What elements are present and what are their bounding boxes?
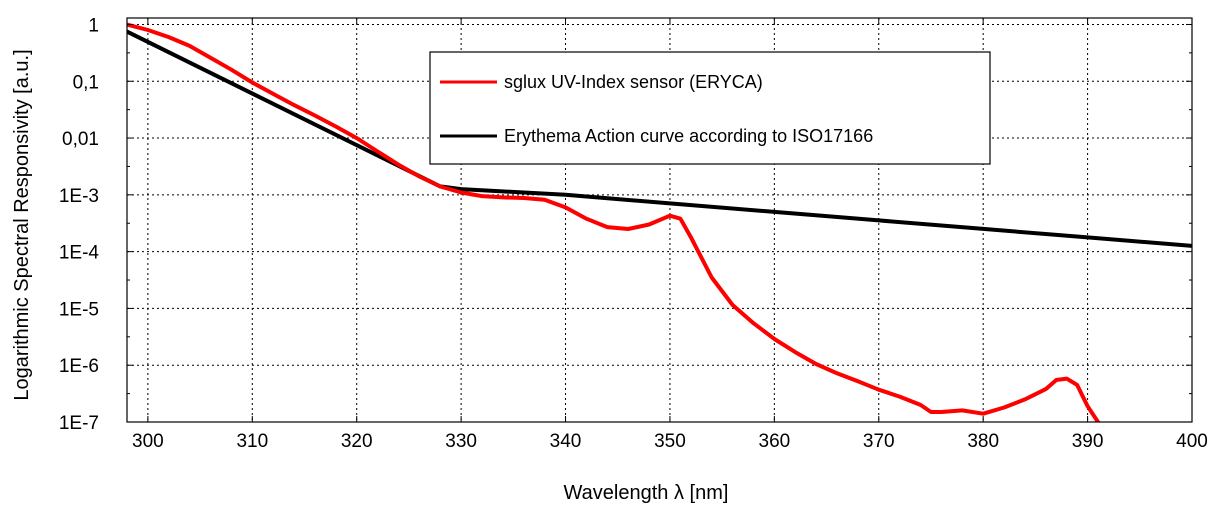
x-tick-label: 390 [1072, 431, 1104, 452]
x-tick-label: 360 [759, 431, 791, 452]
series-line-0 [127, 22, 1100, 422]
y-axis-title: Logarithmic Spectral Responsivity [a.u.] [11, 49, 33, 400]
y-tick-label: 1E-4 [59, 243, 100, 264]
x-tick-label: 330 [445, 431, 477, 452]
y-tick-label: 1E-5 [59, 299, 99, 320]
y-tick-label: 1 [88, 15, 99, 36]
x-tick-label: 350 [654, 431, 686, 452]
legend: sglux UV-Index sensor (ERYCA) Erythema A… [429, 51, 991, 165]
legend-label-erythema: Erythema Action curve according to ISO17… [504, 126, 873, 146]
y-tick-label: 1E-7 [59, 413, 99, 434]
series-layer [127, 22, 1192, 422]
plot-frame [126, 17, 1193, 423]
x-tick-label: 300 [132, 431, 164, 452]
y-tick-label: 0,1 [73, 72, 99, 93]
x-tick-label: 370 [863, 431, 895, 452]
tick-layer: 300 310 320 330 340 350 360 370 380 390 400 1E-7 1E-… [59, 15, 1208, 452]
x-tick-label: 340 [550, 431, 582, 452]
x-tick-label: 310 [236, 431, 268, 452]
legend-box [429, 51, 991, 165]
grid-layer [127, 18, 1192, 422]
y-tick-label: 1E-6 [59, 356, 99, 377]
x-tick-label: 380 [967, 431, 999, 452]
y-tick-label: 0,01 [62, 129, 99, 150]
x-axis-title: Wavelength λ [nm] [564, 482, 729, 504]
x-tick-label: 400 [1176, 431, 1208, 452]
x-tick-label: 320 [341, 431, 373, 452]
y-tick-label: 1E-3 [59, 186, 99, 207]
legend-label-sensor: sglux UV-Index sensor (ERYCA) [504, 72, 763, 92]
